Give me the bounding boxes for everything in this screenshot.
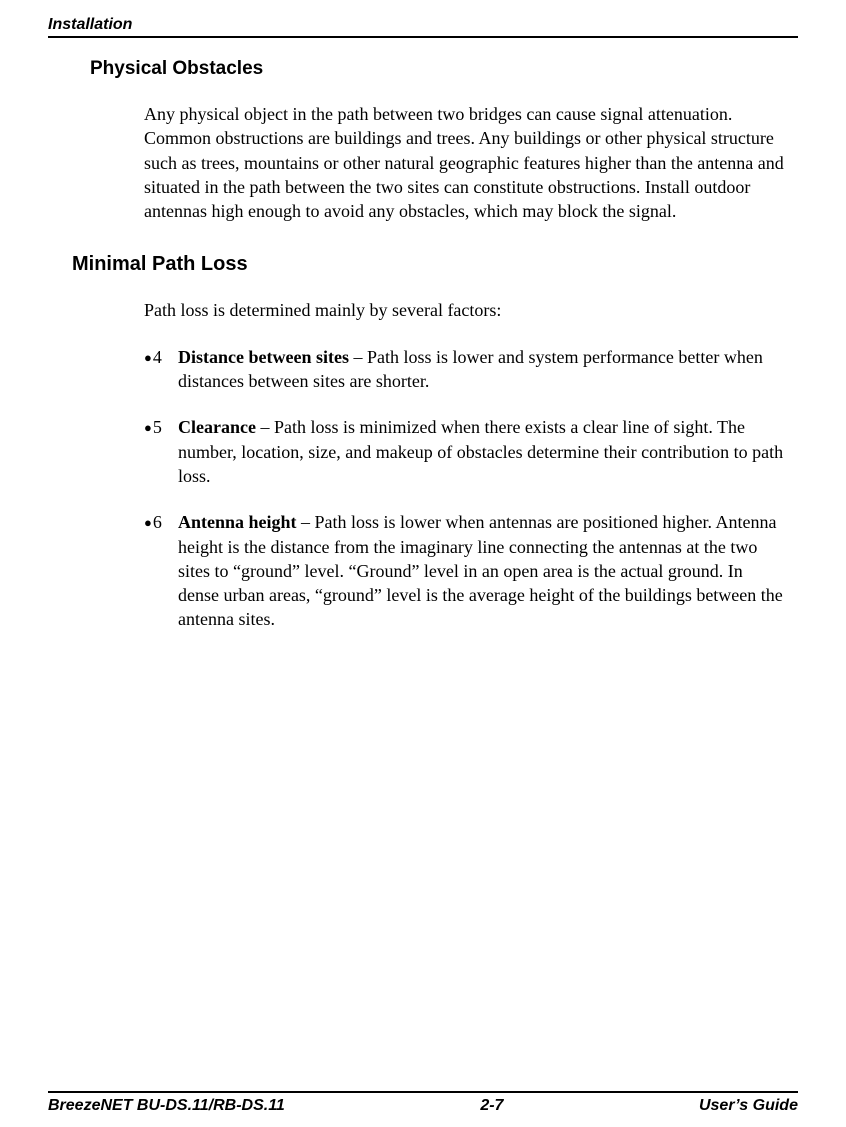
- bullet-term: Clearance: [178, 417, 256, 437]
- paragraph-physical-obstacles: Any physical object in the path between …: [144, 102, 788, 223]
- footer-right: User’s Guide: [699, 1097, 798, 1115]
- heading-minimal-path-loss: Minimal Path Loss: [72, 253, 798, 276]
- footer-left: BreezeNET BU-DS.11/RB-DS.11: [48, 1097, 285, 1115]
- header-rule: [48, 36, 798, 38]
- bullet-number: 6: [153, 512, 162, 532]
- bullet-term: Antenna height: [178, 512, 297, 532]
- bullet-marker: ●6: [144, 510, 162, 534]
- list-item: ●5 Clearance – Path loss is minimized wh…: [144, 415, 788, 488]
- list-item: ●6 Antenna height – Path loss is lower w…: [144, 510, 788, 631]
- bullet-text: – Path loss is minimized when there exis…: [178, 417, 783, 486]
- bullet-number: 5: [153, 417, 162, 437]
- page: Installation Physical Obstacles Any phys…: [0, 0, 846, 1127]
- bullet-list: ●4 Distance between sites – Path loss is…: [144, 345, 788, 632]
- bullet-marker: ●4: [144, 345, 162, 369]
- bullet-number: 4: [153, 347, 162, 367]
- footer-rule: [48, 1091, 798, 1093]
- footer-center: 2-7: [480, 1097, 503, 1115]
- heading-physical-obstacles: Physical Obstacles: [90, 58, 798, 80]
- running-header: Installation: [48, 16, 798, 34]
- paragraph-path-loss-intro: Path loss is determined mainly by severa…: [144, 298, 788, 322]
- list-item: ●4 Distance between sites – Path loss is…: [144, 345, 788, 394]
- bullet-term: Distance between sites: [178, 347, 349, 367]
- bullet-marker: ●5: [144, 415, 162, 439]
- footer: BreezeNET BU-DS.11/RB-DS.11 2-7 User’s G…: [0, 1091, 846, 1115]
- footer-row: BreezeNET BU-DS.11/RB-DS.11 2-7 User’s G…: [48, 1097, 798, 1115]
